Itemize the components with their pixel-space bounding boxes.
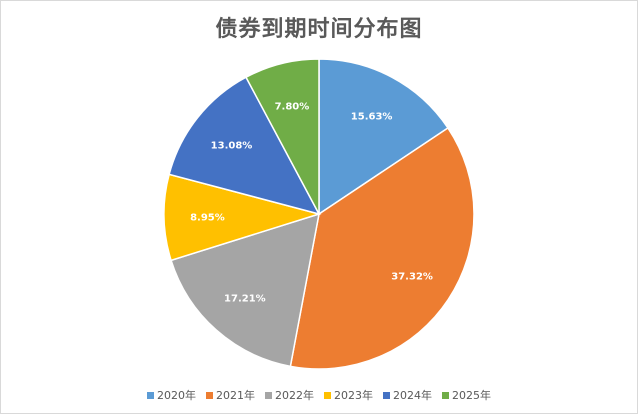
legend-item-2025年: 2025年 <box>442 387 491 403</box>
legend-item-2020年: 2020年 <box>147 387 196 403</box>
legend-item-2023年: 2023年 <box>324 387 373 403</box>
data-label-2024年: 13.08% <box>211 141 253 152</box>
chart-legend: 2020年 2021年 2022年 2023年 2024年 2025年 <box>1 387 637 403</box>
pie-slice-2024年 <box>168 76 321 216</box>
chart-title: 债券到期时间分布图 <box>215 17 423 42</box>
legend-item-2022年: 2022年 <box>265 387 314 403</box>
legend-item-2021年: 2021年 <box>206 387 255 403</box>
legend-label: 2021年 <box>216 389 255 402</box>
pie-slice-2020年 <box>318 58 449 216</box>
legend-swatch <box>265 391 272 399</box>
data-label-2021年: 37.32% <box>391 272 433 283</box>
pie-slice-2025年 <box>245 58 320 215</box>
data-label-2025年: 7.80% <box>275 102 310 113</box>
legend-swatch <box>442 391 449 399</box>
legend-label: 2020年 <box>157 389 196 402</box>
legend-swatch <box>147 391 154 399</box>
pie-slice-2022年 <box>170 212 320 368</box>
pie-slice-2023年 <box>163 173 322 262</box>
legend-swatch <box>324 391 331 399</box>
pie-slice-2021年 <box>289 126 475 370</box>
data-label-2020年: 15.63% <box>351 112 393 123</box>
data-label-2023年: 8.95% <box>190 213 225 224</box>
legend-swatch <box>206 391 213 399</box>
data-label-2022年: 17.21% <box>224 293 266 304</box>
legend-label: 2022年 <box>275 389 314 402</box>
legend-label: 2023年 <box>334 389 373 402</box>
legend-label: 2024年 <box>393 389 432 402</box>
legend-item-2024年: 2024年 <box>383 387 432 403</box>
legend-swatch <box>383 391 390 399</box>
legend-label: 2025年 <box>452 389 491 402</box>
